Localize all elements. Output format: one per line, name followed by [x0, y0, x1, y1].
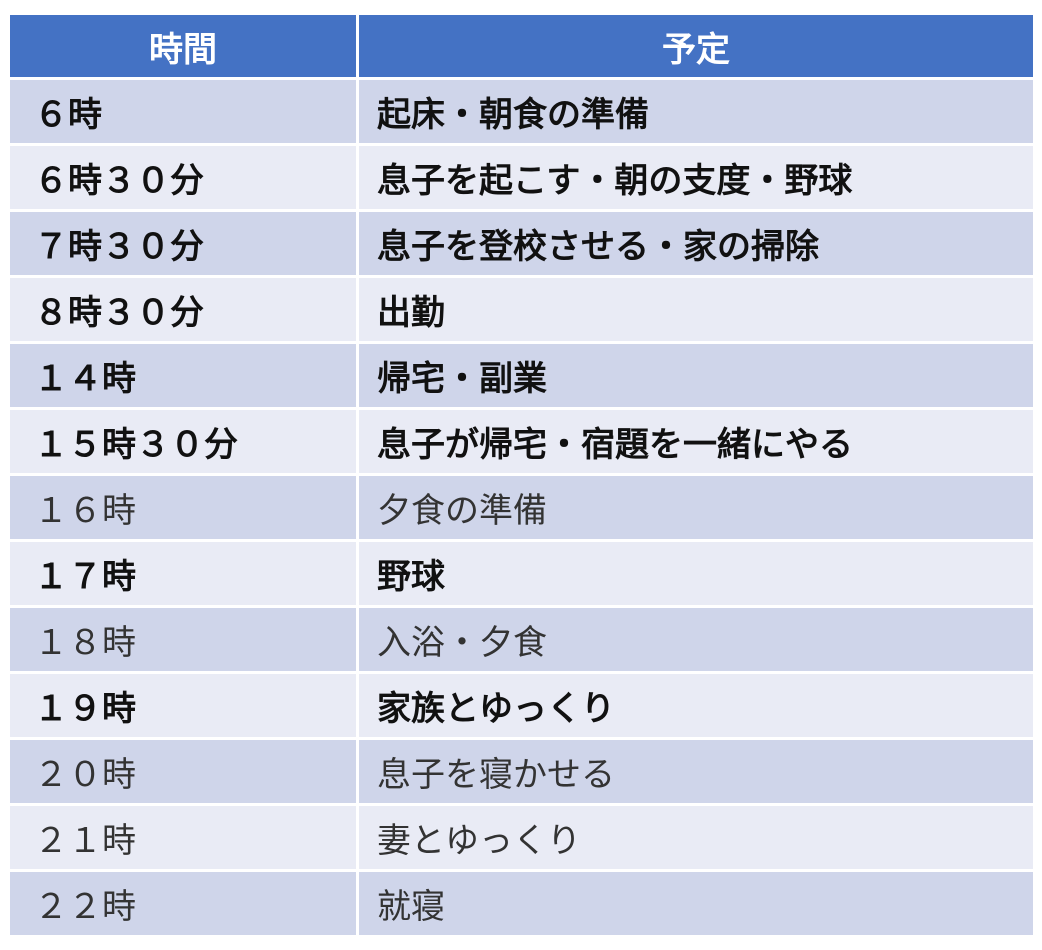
schedule-cell: 起床・朝食の準備: [359, 80, 1033, 143]
time-cell: １５時３０分: [10, 410, 356, 473]
schedule-cell: 就寝: [359, 872, 1033, 935]
schedule-cell: 息子を起こす・朝の支度・野球: [359, 146, 1033, 209]
schedule-cell: 帰宅・副業: [359, 344, 1033, 407]
table-row: １９時 家族とゆっくり: [10, 674, 1033, 737]
table-row: ８時３０分 出勤: [10, 278, 1033, 341]
schedule-cell: 息子を寝かせる: [359, 740, 1033, 803]
table-row: １８時 入浴・夕食: [10, 608, 1033, 671]
table-row: ２１時 妻とゆっくり: [10, 806, 1033, 869]
schedule-cell: 入浴・夕食: [359, 608, 1033, 671]
table-row: ７時３０分 息子を登校させる・家の掃除: [10, 212, 1033, 275]
time-cell: １７時: [10, 542, 356, 605]
schedule-cell: 息子を登校させる・家の掃除: [359, 212, 1033, 275]
table-row: １７時 野球: [10, 542, 1033, 605]
schedule-cell: 野球: [359, 542, 1033, 605]
schedule-cell: 息子が帰宅・宿題を一緒にやる: [359, 410, 1033, 473]
table-row: １４時 帰宅・副業: [10, 344, 1033, 407]
time-cell: １９時: [10, 674, 356, 737]
time-cell: １４時: [10, 344, 356, 407]
header-time: 時間: [10, 15, 356, 77]
time-cell: ６時３０分: [10, 146, 356, 209]
table-row: ６時 起床・朝食の準備: [10, 80, 1033, 143]
time-cell: １６時: [10, 476, 356, 539]
table-row: １５時３０分 息子が帰宅・宿題を一緒にやる: [10, 410, 1033, 473]
table-row: ６時３０分 息子を起こす・朝の支度・野球: [10, 146, 1033, 209]
time-cell: ２１時: [10, 806, 356, 869]
header-row: 時間 予定: [10, 15, 1033, 77]
time-cell: １８時: [10, 608, 356, 671]
time-cell: ７時３０分: [10, 212, 356, 275]
schedule-table: 時間 予定 ６時 起床・朝食の準備 ６時３０分 息子を起こす・朝の支度・野球 ７時３０分…: [7, 12, 1036, 938]
table-row: ２２時 就寝: [10, 872, 1033, 935]
schedule-cell: 妻とゆっくり: [359, 806, 1033, 869]
header-schedule: 予定: [359, 15, 1033, 77]
time-cell: ２２時: [10, 872, 356, 935]
table-row: １６時 夕食の準備: [10, 476, 1033, 539]
schedule-cell: 出勤: [359, 278, 1033, 341]
schedule-cell: 家族とゆっくり: [359, 674, 1033, 737]
time-cell: ８時３０分: [10, 278, 356, 341]
table-row: ２０時 息子を寝かせる: [10, 740, 1033, 803]
schedule-cell: 夕食の準備: [359, 476, 1033, 539]
time-cell: ６時: [10, 80, 356, 143]
time-cell: ２０時: [10, 740, 356, 803]
